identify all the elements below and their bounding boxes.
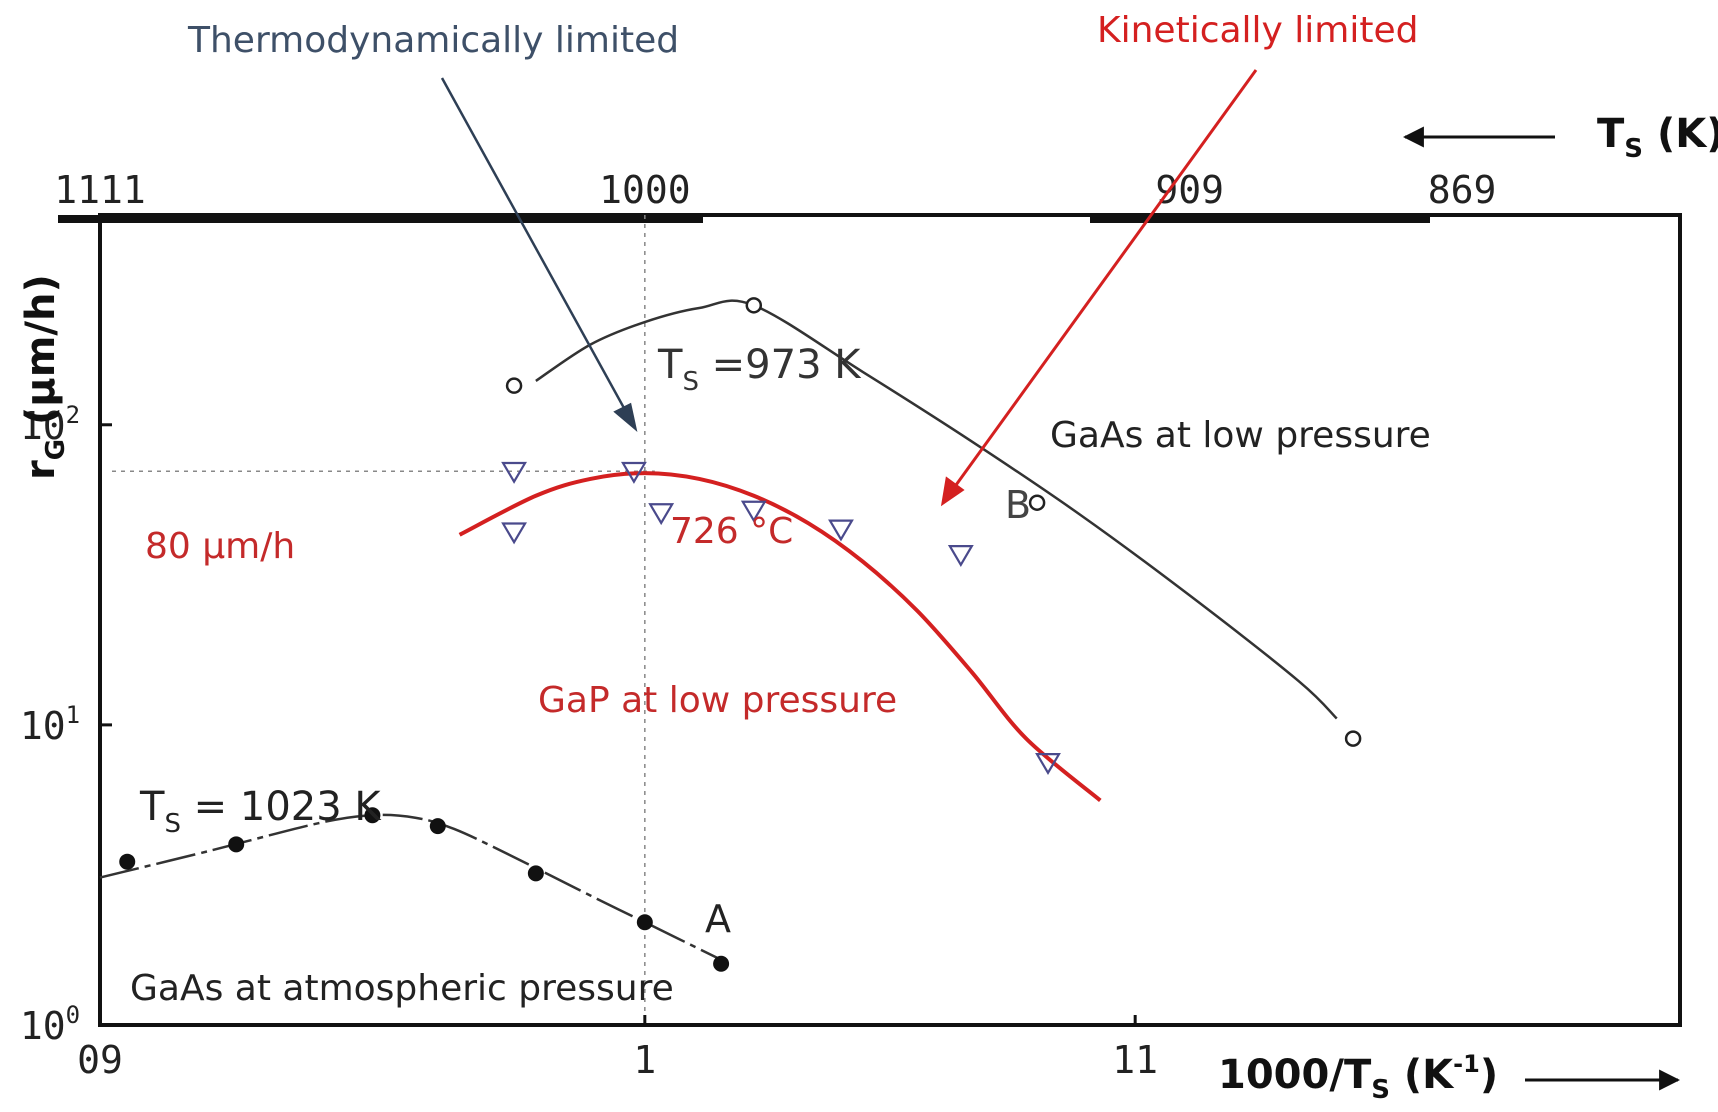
- fit-curve-1: [458, 471, 1102, 802]
- plot-frame: [98, 213, 1682, 1027]
- fit-curve-2: [535, 299, 1338, 720]
- point-gaas-at-atmospheric-pressure-1: [119, 853, 136, 870]
- x-tick-label-1: 09: [77, 1038, 123, 1082]
- point-gap-at-low-pressure-2: [501, 522, 527, 545]
- point-gaas-at-atmospheric-pressure-6: [636, 914, 653, 931]
- y-axis-ticks: 100 101 102: [20, 401, 112, 1048]
- fit-curve-3: [99, 813, 722, 961]
- y-tick-label-1: 100: [20, 1001, 80, 1048]
- point-gap-at-low-pressure-3: [621, 461, 647, 484]
- point-gaas-at-atmospheric-pressure-3: [364, 807, 381, 824]
- point-gaas-at-atmospheric-pressure-2: [228, 836, 245, 853]
- top-axis-ticks: 1111 1000 909 869: [54, 168, 1496, 212]
- point-gaas-at-low-pressure-4: [1344, 730, 1362, 747]
- top-scale-bar-right: [1090, 215, 1430, 223]
- x-tick-label-2: 1: [633, 1038, 656, 1082]
- point-gap-at-low-pressure-4: [648, 503, 675, 526]
- point-gap-at-low-pressure-1: [501, 461, 527, 484]
- y-axis-label: rG (µm/h): [18, 274, 71, 480]
- kinetically-limited-label: Kinetically limited: [1097, 10, 1419, 51]
- point-gap-at-low-pressure-6: [828, 519, 854, 542]
- point-gaas-at-atmospheric-pressure-7: [713, 955, 730, 972]
- point-gap-at-low-pressure-5: [740, 500, 767, 523]
- rate-80-label: 80 µm/h: [145, 526, 295, 567]
- kinetic-arrow: [941, 69, 1258, 504]
- top-tick-label-2: 1000: [599, 168, 691, 212]
- ts-973-label: TS =973 K: [657, 342, 862, 397]
- y-tick-label-2: 101: [20, 701, 80, 748]
- kinetic-arrowhead: [940, 476, 965, 507]
- x-axis-label: 1000/TS (K-1): [1218, 1050, 1498, 1105]
- thermodynamic-arrow: [440, 77, 637, 429]
- temperature-726c-label: 726 °C: [670, 511, 793, 552]
- series-b-label: B: [1005, 483, 1031, 527]
- point-gaas-at-low-pressure-1: [505, 377, 523, 394]
- y-tick-label-3: 102: [20, 401, 80, 448]
- top-scale-bar-left: [58, 215, 703, 223]
- x-axis-ticks: 09 1 11: [77, 1015, 1158, 1082]
- top-tick-label-4: 869: [1428, 168, 1497, 212]
- data-points: [119, 297, 1362, 972]
- point-gap-at-low-pressure-7: [947, 545, 974, 567]
- point-gaas-at-atmospheric-pressure-4: [429, 818, 446, 835]
- ts-1023-label: TS = 1023 K: [139, 784, 382, 839]
- point-gap-at-low-pressure-8: [1035, 753, 1061, 776]
- point-gaas-at-low-pressure-3: [1028, 494, 1046, 511]
- point-gaas-at-low-pressure-2: [745, 297, 763, 314]
- top-tick-label-1: 1111: [54, 168, 146, 212]
- series-a-label: A: [705, 897, 731, 941]
- point-gaas-at-atmospheric-pressure-5: [527, 865, 544, 882]
- top-tick-label-3: 909: [1155, 168, 1224, 212]
- fit-curves: [99, 299, 1338, 961]
- top-axis-label: TS (K): [1597, 111, 1718, 164]
- gaas-low-pressure-label: GaAs at low pressure: [1050, 415, 1431, 456]
- thermodynamically-limited-label: Thermodynamically limited: [187, 20, 679, 61]
- thermodynamic-arrowhead: [613, 402, 638, 432]
- x-tick-label-3: 11: [1112, 1038, 1158, 1082]
- gaas-atmospheric-pressure-label: GaAs at atmospheric pressure: [130, 968, 674, 1009]
- gap-low-pressure-label: GaP at low pressure: [538, 680, 897, 721]
